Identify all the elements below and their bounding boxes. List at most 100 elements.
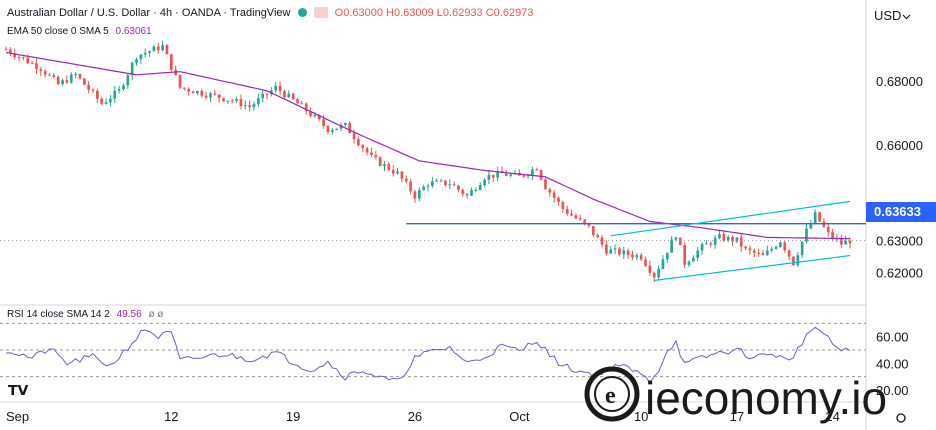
candle-body (509, 174, 513, 176)
candle-body (439, 180, 443, 182)
time-axis[interactable]: Sep 12 19 26 Oct 10 17 24 (6, 409, 840, 424)
candle-body (317, 115, 321, 120)
rsi-tick-label: 20.00 (876, 383, 909, 398)
tv-logo-icon: 𝗧𝗩 (8, 382, 29, 398)
candle-body (322, 119, 325, 126)
candle-body (178, 74, 182, 88)
candle-body (35, 63, 38, 70)
watermark: e ieconomy.io (584, 366, 887, 424)
ema-value: 0.63061 (115, 26, 152, 37)
candle-body (61, 80, 64, 85)
rsi-legend[interactable]: RSI 14 close SMA 14 2 49.56 ø ø (7, 309, 167, 320)
candle-body (261, 93, 265, 99)
candle-body (809, 223, 813, 229)
candle-body (470, 190, 473, 196)
candle-body (478, 185, 482, 190)
ema-legend[interactable]: EMA 50 close 0 SMA 5 0.63061 (7, 26, 156, 37)
candle-body (243, 105, 247, 107)
candle-body (548, 189, 552, 193)
price-tick-label: 0.63000 (876, 234, 923, 249)
candle-body (209, 93, 212, 98)
candle-body (583, 219, 586, 224)
watermark-inner-ring (594, 376, 630, 412)
ema-line (5, 51, 851, 240)
currency-selector[interactable]: USD (874, 8, 911, 23)
time-tick-label: 17 (730, 409, 744, 424)
candle-body (104, 102, 108, 104)
candle-body (774, 247, 778, 249)
channel-lower-line[interactable] (654, 254, 851, 282)
candle-body (191, 91, 195, 94)
candle-body (30, 63, 34, 65)
time-tick-label: Sep (6, 409, 29, 424)
candle-body (613, 248, 617, 250)
candle-body (78, 74, 82, 79)
candle-body (431, 181, 434, 186)
candle-body (700, 243, 704, 251)
symbol-header[interactable]: Australian Dollar / U.S. Dollar · 4h · O… (7, 7, 537, 19)
candle-body (596, 234, 600, 238)
candle-body (357, 139, 360, 146)
candle-body (213, 93, 217, 95)
candle-body (718, 234, 721, 238)
candle-body (82, 78, 86, 85)
candle-body (713, 237, 717, 245)
candle-body (692, 257, 695, 262)
rsi-axis[interactable]: 20.00 40.00 60.00 (876, 330, 909, 398)
time-tick-label: Oct (509, 409, 530, 424)
candle-body (735, 237, 739, 242)
candle-body (487, 174, 491, 180)
candle-body (531, 169, 534, 176)
candle-body (100, 98, 104, 104)
candle-body (422, 186, 425, 191)
candle-body (678, 237, 682, 246)
currency-label: USD (874, 8, 901, 23)
candle-body (239, 99, 243, 107)
candle-body (48, 74, 51, 76)
candle-body (161, 45, 164, 51)
candle-body (426, 185, 430, 187)
candle-body (339, 124, 343, 129)
candle-body (544, 179, 547, 190)
candle-body (587, 223, 591, 227)
candle-body (217, 94, 221, 99)
settings-gear[interactable] (896, 413, 906, 423)
candle-body (805, 228, 808, 242)
candle-body (770, 248, 774, 251)
price-tick-label: 0.66000 (876, 138, 923, 153)
candle-body (96, 90, 99, 99)
candle-body (109, 98, 112, 103)
candle-body (230, 100, 234, 102)
price-tag-value: 0.63633 (874, 204, 921, 219)
candle-body (687, 261, 691, 265)
candle-body (705, 243, 708, 245)
candle-body (56, 77, 60, 85)
channel-upper-line[interactable] (610, 200, 851, 237)
candle-body (87, 84, 91, 90)
candle-body (665, 252, 669, 260)
candle-body (813, 212, 817, 224)
candle-body (657, 268, 660, 278)
candle-body (122, 85, 125, 90)
candle-body (91, 89, 95, 91)
candle-body (496, 170, 499, 178)
rsi-extra: ø ø (148, 309, 164, 320)
candle-body (591, 226, 595, 235)
candle-body (709, 243, 713, 245)
candle-body (779, 242, 782, 248)
rsi-value: 49.56 (116, 309, 142, 320)
candle-body (787, 250, 791, 257)
rsi-line (5, 326, 851, 385)
candle-body (26, 57, 30, 64)
price-tag-bg (866, 202, 936, 222)
tradingview-logo[interactable]: 𝗧𝗩 (8, 382, 29, 398)
candle-body (69, 74, 73, 83)
candle-body (696, 250, 700, 258)
candle-body (17, 57, 21, 59)
candle-body (309, 111, 312, 117)
candle-body (235, 99, 238, 101)
candle-body (330, 129, 334, 132)
candle-body (839, 238, 843, 245)
replay-icon[interactable] (313, 7, 328, 18)
